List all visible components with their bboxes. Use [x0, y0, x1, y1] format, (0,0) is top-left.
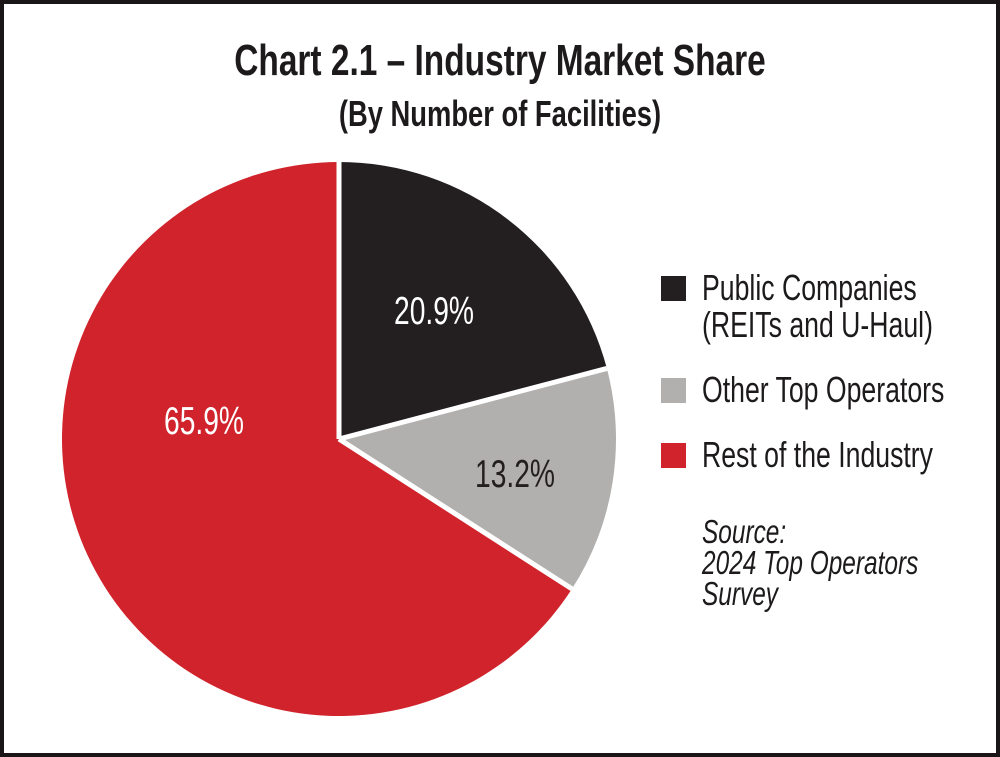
legend-swatch-other-top-operators: [661, 378, 686, 403]
legend-label-public-companies: Public Companies (REITs and U-Haul): [702, 267, 996, 345]
source-note: Source: 2024 Top Operators Survey: [702, 513, 994, 612]
source-line: 2024 Top Operators: [702, 544, 919, 581]
chart-title: Chart 2.1 – Industry Market Share: [234, 36, 766, 85]
pie-slice-separator: [337, 436, 574, 591]
legend-swatch-public-companies: [661, 276, 686, 301]
legend-label-line: (REITs and U-Haul): [702, 304, 933, 345]
legend-item-public-companies: Public Companies (REITs and U-Haul): [661, 267, 996, 345]
legend-label-line: Rest of the Industry: [702, 434, 933, 475]
pie-value-label-2: 65.9%: [164, 400, 244, 443]
legend-item-other-top-operators: Other Top Operators: [661, 369, 996, 410]
pie-value-label-0: 20.9%: [394, 290, 474, 333]
pie-slice-0: [339, 162, 607, 439]
source-line: Source:: [702, 513, 787, 550]
legend-swatch-rest-of-industry: [661, 443, 686, 468]
legend-label-line: Public Companies: [702, 267, 917, 308]
legend-item-rest-of-industry: Rest of the Industry: [661, 434, 996, 475]
pie-value-label-1: 13.2%: [475, 453, 555, 496]
chart-subtitle: (By Number of Facilities): [338, 93, 662, 134]
source-line: Survey: [702, 575, 779, 612]
legend-label-other-top-operators: Other Top Operators: [702, 369, 996, 410]
pie-slice-1: [339, 368, 616, 589]
pie-chart: 20.9% 13.2% 65.9%: [59, 159, 619, 719]
legend-label-line: Other Top Operators: [702, 369, 945, 410]
pie-slice-separator: [338, 366, 608, 442]
pie-svg: 20.9% 13.2% 65.9%: [61, 162, 616, 716]
legend-label-rest-of-industry: Rest of the Industry: [702, 434, 996, 475]
pie-slice-2: [61, 162, 572, 716]
